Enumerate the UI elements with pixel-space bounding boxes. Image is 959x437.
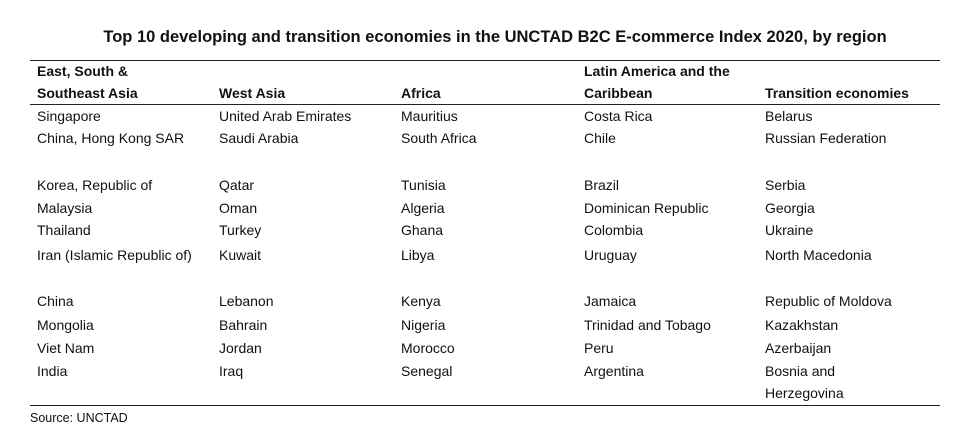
source-note: Source: UNCTAD xyxy=(30,411,128,425)
table-cell: Kuwait xyxy=(219,247,262,263)
table-cell: Tunisia xyxy=(401,177,446,193)
table-cell: Lebanon xyxy=(219,293,274,309)
column-header: East, South & Southeast Asia xyxy=(37,63,138,101)
table-cell: Singapore xyxy=(37,108,101,124)
table-cell: Azerbaijan xyxy=(765,340,832,356)
table-cell: Colombia xyxy=(584,222,644,238)
bottom-rule xyxy=(30,405,940,406)
table-cell: Jamaica xyxy=(584,293,637,309)
table-cell: Iran (Islamic Republic of) xyxy=(37,247,192,263)
table-cell: United Arab Emirates xyxy=(219,108,352,124)
table-cell: Brazil xyxy=(584,177,620,193)
table-cell: Morocco xyxy=(401,340,455,356)
table-cell: Costa Rica xyxy=(584,108,653,124)
table-cell: Viet Nam xyxy=(37,340,95,356)
table-cell: Libya xyxy=(401,247,435,263)
table-cell: Malaysia xyxy=(37,200,93,216)
table-cell: Dominican Republic xyxy=(584,200,709,216)
table-cell: Senegal xyxy=(401,363,453,379)
table-cell: Trinidad and Tobago xyxy=(584,317,711,333)
table-cell: Bosnia and Herzegovina xyxy=(765,363,844,401)
table-cell: Bahrain xyxy=(219,317,268,333)
table-cell: Republic of Moldova xyxy=(765,293,892,309)
table-cell: China xyxy=(37,293,74,309)
table-cell: Qatar xyxy=(219,177,255,193)
column-header: Africa xyxy=(401,85,441,101)
table-cell: Argentina xyxy=(584,363,644,379)
table-cell: Mauritius xyxy=(401,108,458,124)
table-cell: Korea, Republic of xyxy=(37,177,153,193)
table-cell: China, Hong Kong SAR xyxy=(37,130,185,146)
table-cell: Georgia xyxy=(765,200,815,216)
table-cell: Oman xyxy=(219,200,258,216)
table-cell: Mongolia xyxy=(37,317,94,333)
table-cell: Thailand xyxy=(37,222,91,238)
column-header: West Asia xyxy=(219,85,286,101)
column-header: Latin America and the Caribbean xyxy=(584,63,730,101)
table-cell: India xyxy=(37,363,68,379)
top-rule xyxy=(30,60,940,61)
table-cell: Nigeria xyxy=(401,317,446,333)
column-header: Transition economies xyxy=(765,85,909,101)
table-cell: Ghana xyxy=(401,222,444,238)
table-cell: Algeria xyxy=(401,200,445,216)
table-cell: Russian Federation xyxy=(765,130,887,146)
table-cell: Iraq xyxy=(219,363,244,379)
table-cell: South Africa xyxy=(401,130,477,146)
table-cell: Ukraine xyxy=(765,222,814,238)
table-cell: Chile xyxy=(584,130,616,146)
table-cell: Uruguay xyxy=(584,247,637,263)
table-cell: Peru xyxy=(584,340,614,356)
table-cell: North Macedonia xyxy=(765,247,872,263)
table-title: Top 10 developing and transition economi… xyxy=(103,28,887,46)
header-rule xyxy=(30,104,940,105)
table-cell: Kazakhstan xyxy=(765,317,839,333)
table-cell: Jordan xyxy=(219,340,262,356)
table-cell: Belarus xyxy=(765,108,813,124)
table-cell: Kenya xyxy=(401,293,441,309)
table-cell: Turkey xyxy=(219,222,262,238)
table-cell: Saudi Arabia xyxy=(219,130,299,146)
table-cell: Serbia xyxy=(765,177,806,193)
